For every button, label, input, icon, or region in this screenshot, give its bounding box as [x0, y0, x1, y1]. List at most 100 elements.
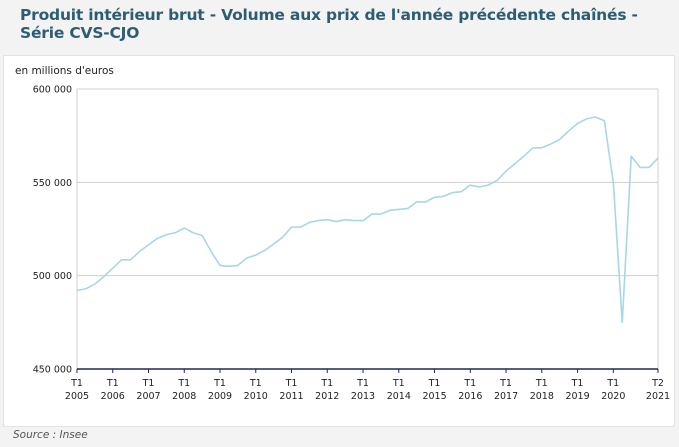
x-tick-label-year: 2006 — [101, 391, 125, 402]
chart-title: Produit intérieur brut - Volume aux prix… — [20, 6, 638, 42]
x-tick-label-year: 2019 — [565, 391, 589, 402]
data-point — [335, 221, 337, 223]
data-point — [550, 143, 552, 145]
x-tick-label-year: 2010 — [244, 391, 268, 402]
x-tick-label-quarter: T1 — [320, 378, 333, 389]
x-tick-label-quarter: T2 — [651, 378, 664, 389]
data-point — [174, 232, 176, 234]
x-tick-label-quarter: T1 — [106, 378, 119, 389]
data-point — [416, 201, 418, 203]
data-point — [505, 170, 507, 172]
x-tick-label-year: 2007 — [136, 391, 160, 402]
source-note: Source : Insee — [13, 429, 88, 441]
data-point — [362, 220, 364, 222]
data-point — [121, 259, 123, 261]
x-tick-label-year: 2009 — [208, 391, 232, 402]
data-point — [496, 179, 498, 181]
data-point — [183, 227, 185, 229]
data-point — [148, 244, 150, 246]
data-point — [344, 219, 346, 221]
data-point — [219, 264, 221, 266]
data-point — [264, 249, 266, 251]
data-point — [478, 186, 480, 188]
data-point — [201, 235, 203, 237]
data-point — [541, 147, 543, 149]
data-point — [389, 209, 391, 211]
data-point — [237, 264, 239, 266]
data-point — [460, 191, 462, 193]
data-point — [165, 234, 167, 236]
data-point — [434, 196, 436, 198]
data-point — [451, 192, 453, 194]
data-point — [299, 226, 301, 228]
data-point — [353, 220, 355, 222]
x-tick-label-year: 2018 — [530, 391, 554, 402]
x-tick-label-quarter: T1 — [356, 378, 369, 389]
data-point — [76, 290, 78, 292]
x-tick-label-quarter: T1 — [285, 378, 298, 389]
data-point — [255, 254, 257, 256]
data-point — [568, 130, 570, 132]
line-chart: en millions d'euros 450 000 500 000 550 00… — [15, 65, 670, 402]
x-tick-labels: T1 2005 T1 2006 T1 2007 T1 2008 T1 2009 T1 2010 T1 20… — [65, 369, 670, 402]
x-tick-label-quarter: T1 — [428, 378, 441, 389]
x-tick-label-year: 2013 — [351, 391, 375, 402]
x-tick-label-year: 2015 — [422, 391, 446, 402]
data-point — [639, 166, 641, 168]
grid-lines — [76, 88, 659, 370]
x-tick-label-quarter: T1 — [70, 378, 83, 389]
data-point — [85, 288, 87, 290]
x-tick-label-quarter: T1 — [499, 378, 512, 389]
data-point — [273, 243, 275, 245]
data-point — [246, 257, 248, 259]
x-tick-label-year: 2011 — [279, 391, 303, 402]
data-point — [371, 213, 373, 215]
data-point — [210, 250, 212, 252]
data-point — [648, 166, 650, 168]
x-tick-label-quarter: T1 — [535, 378, 548, 389]
x-tick-label-quarter: T1 — [606, 378, 619, 389]
x-tick-label-year: 2008 — [172, 391, 196, 402]
data-point — [407, 207, 409, 209]
x-tick-label-quarter: T1 — [392, 378, 405, 389]
y-tick-label: 550 000 — [33, 178, 72, 189]
data-point — [603, 120, 605, 122]
data-point — [425, 201, 427, 203]
data-point — [228, 265, 230, 267]
data-point — [469, 184, 471, 186]
series-line — [76, 116, 659, 324]
data-point — [523, 155, 525, 157]
y-tick-label: 600 000 — [33, 85, 72, 96]
x-tick-label-year: 2016 — [458, 391, 482, 402]
data-point — [532, 147, 534, 149]
data-point — [398, 208, 400, 210]
data-point — [514, 163, 516, 165]
data-point — [112, 267, 114, 269]
data-point — [317, 220, 319, 222]
x-tick-label-quarter: T1 — [249, 378, 262, 389]
chart-panel: en millions d'euros 450 000 500 000 550 00… — [3, 55, 675, 427]
data-point — [291, 226, 293, 228]
data-point — [326, 219, 328, 221]
data-point — [585, 118, 587, 120]
x-tick-label-quarter: T1 — [571, 378, 584, 389]
data-point — [612, 181, 614, 183]
y-tick-label: 450 000 — [33, 365, 72, 376]
data-point — [442, 195, 444, 197]
x-tick-label-year: 2005 — [65, 391, 89, 402]
data-point — [380, 213, 382, 215]
data-point — [487, 184, 489, 186]
data-point — [94, 283, 96, 285]
data-points — [76, 116, 659, 323]
x-tick-label-year: 2014 — [387, 391, 411, 402]
data-point — [103, 276, 105, 278]
y-tick-labels: 450 000 500 000 550 000 600 000 — [33, 85, 72, 376]
data-point — [657, 157, 659, 159]
data-point — [577, 123, 579, 125]
data-point — [139, 250, 141, 252]
y-tick-label: 500 000 — [33, 271, 72, 282]
x-tick-label-year: 2017 — [494, 391, 518, 402]
x-tick-label-year: 2012 — [315, 391, 339, 402]
data-point — [559, 138, 561, 140]
data-point — [192, 232, 194, 234]
